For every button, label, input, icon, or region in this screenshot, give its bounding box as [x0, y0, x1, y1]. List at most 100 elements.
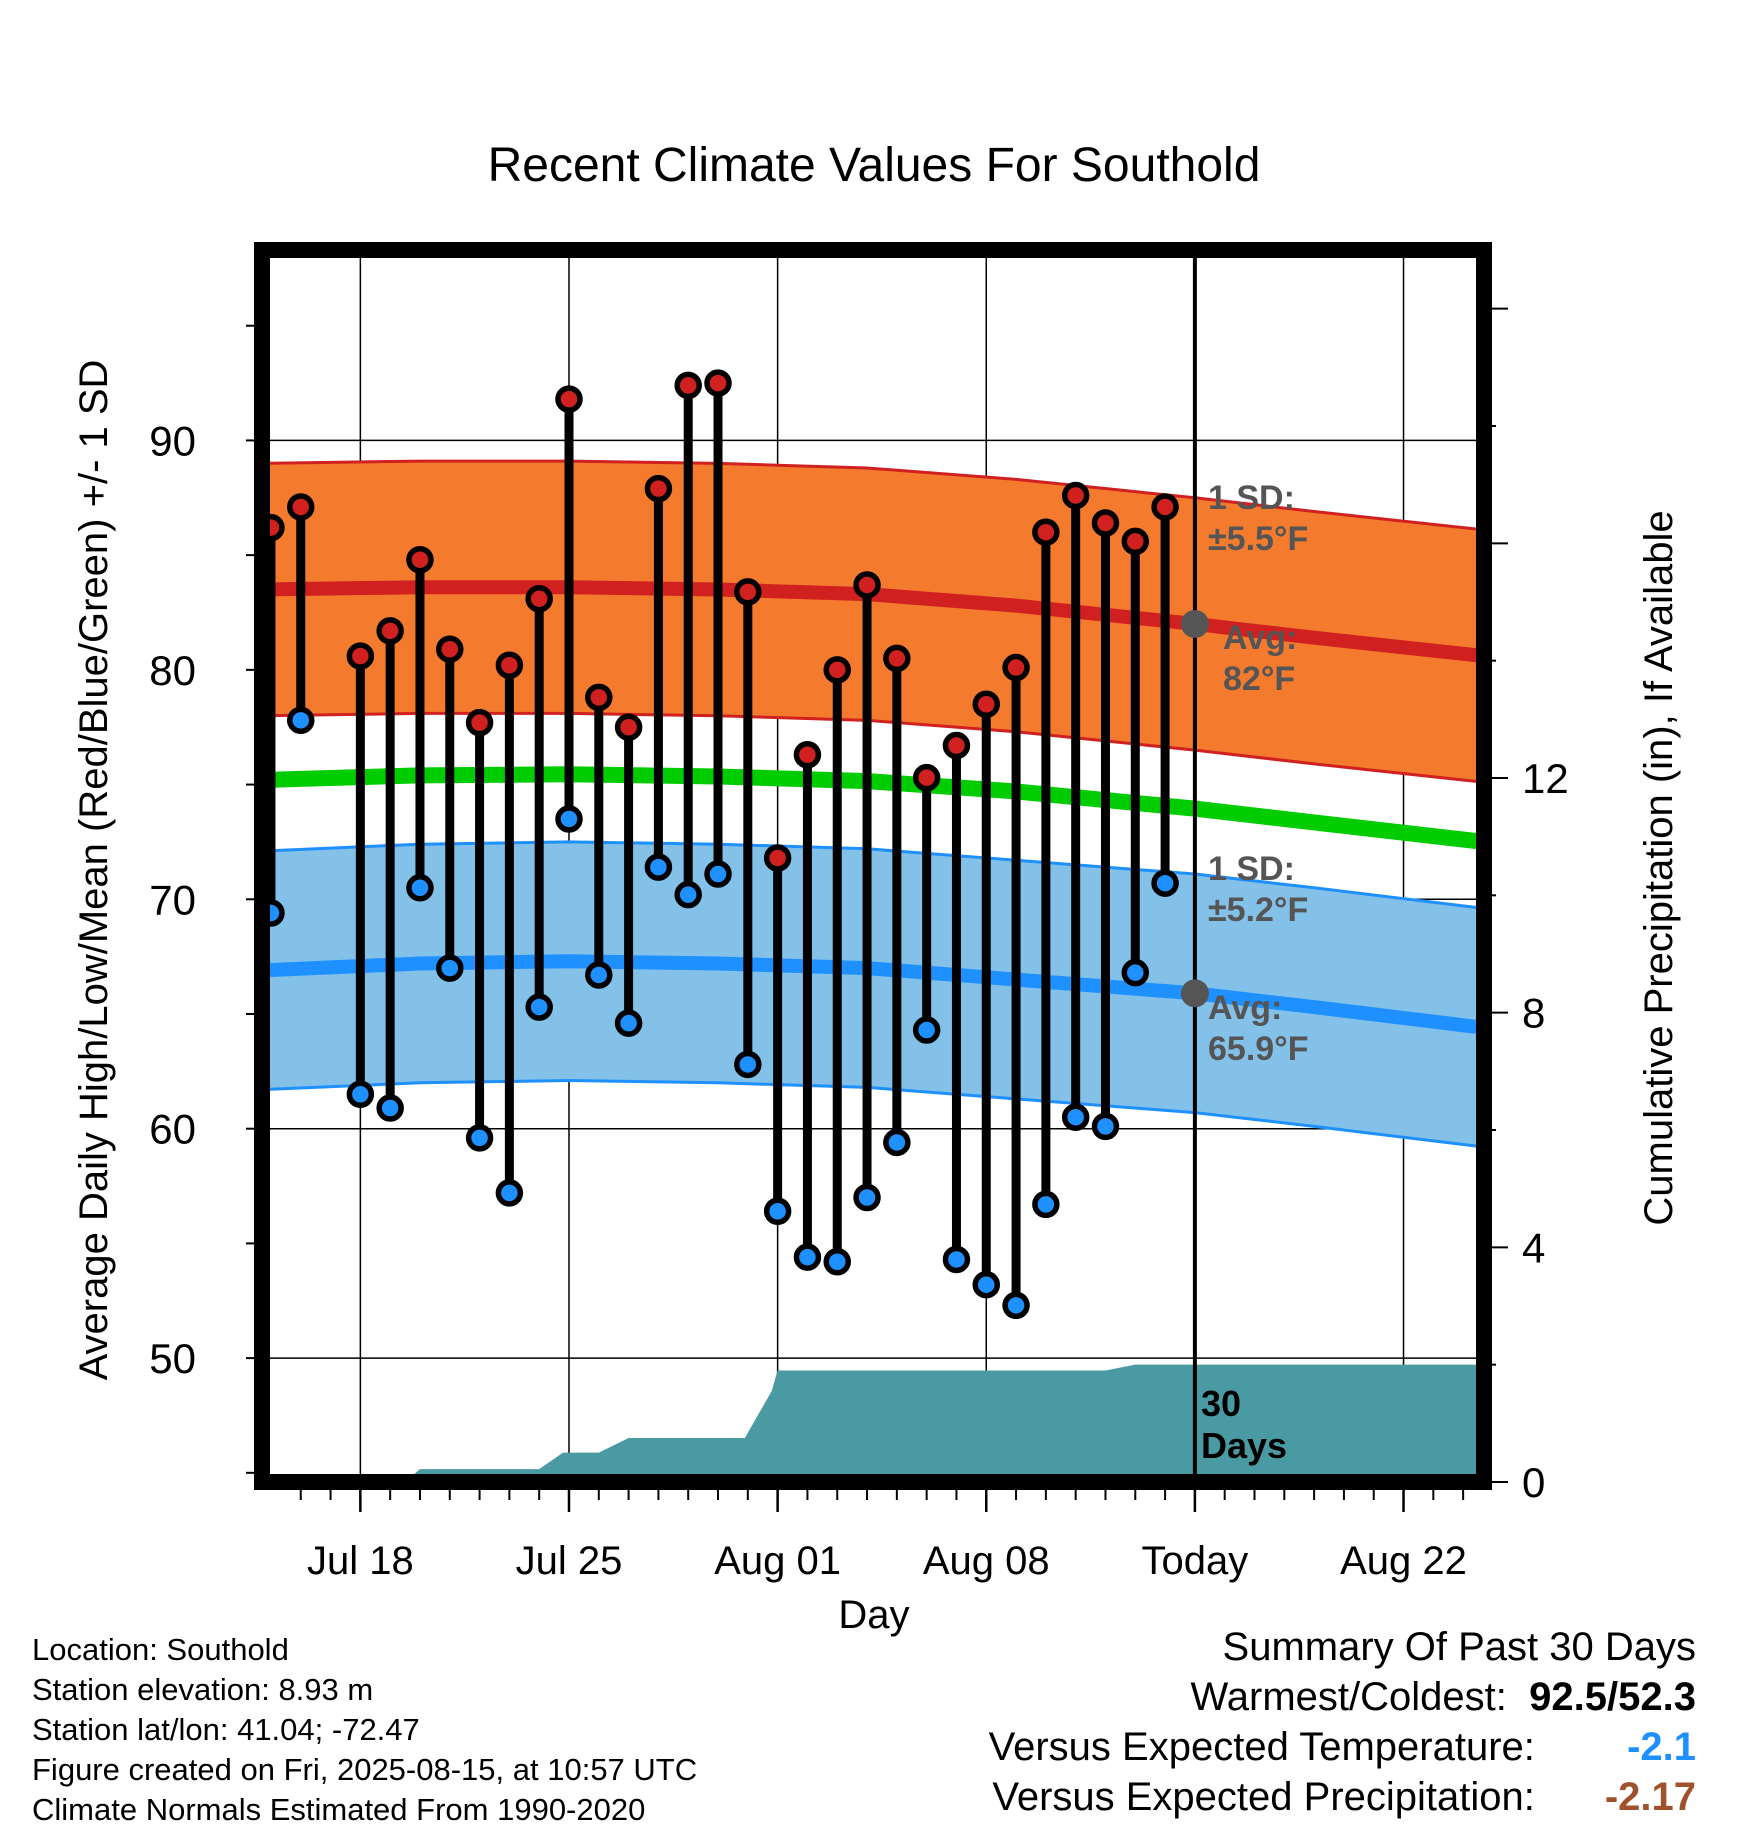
low-point	[1061, 1103, 1090, 1131]
y-left-tick-label: 50	[149, 1335, 196, 1382]
station-info: Location: Southold Station elevation: 8.…	[32, 1630, 697, 1830]
low-point	[823, 1248, 851, 1276]
warm-cold-row: Warmest/Coldest: 92.5/52.3	[989, 1672, 1697, 1722]
high-point	[1121, 527, 1150, 556]
low-point	[1002, 1291, 1030, 1320]
plot-area	[262, 250, 1484, 1482]
high-point	[286, 493, 315, 521]
high-point	[823, 656, 851, 684]
high-point	[555, 385, 583, 413]
high-point	[853, 571, 881, 599]
low-sd-label: 1 SD:	[1208, 850, 1295, 888]
high-point	[376, 617, 404, 645]
low-point	[793, 1243, 822, 1271]
y-left-tick-label: 90	[149, 417, 196, 464]
low-point	[495, 1179, 524, 1207]
low-point	[674, 880, 702, 909]
low-point	[585, 961, 613, 989]
created-text: Figure created on Fri, 2025-08-15, at 10…	[32, 1752, 698, 1787]
low-point	[346, 1080, 375, 1109]
high-point	[763, 844, 792, 872]
high-point	[883, 644, 911, 673]
y-left-tick-label: 80	[149, 647, 196, 694]
high-point	[525, 584, 553, 613]
low-avg-value: 65.9°F	[1208, 1030, 1309, 1068]
low-point	[406, 874, 434, 902]
normals-text: Climate Normals Estimated From 1990-2020	[32, 1792, 646, 1827]
low-point	[555, 805, 583, 833]
high-point	[436, 635, 464, 663]
high-sd-value: ±5.5°F	[1208, 520, 1308, 558]
high-point	[912, 763, 941, 792]
high-point	[644, 474, 673, 503]
high-point	[1032, 518, 1060, 546]
low-sd-value: ±5.2°F	[1208, 891, 1308, 929]
summary-panel: Summary Of Past 30 Days Warmest/Coldest:…	[989, 1622, 1696, 1822]
precip-days-label: Days	[1201, 1425, 1287, 1466]
x-tick-label: Jul 18	[307, 1539, 414, 1583]
low-point	[734, 1050, 762, 1079]
low-point	[465, 1124, 494, 1152]
axes: 50 60 70 80 90 0 4 8 12 Jul 18 Jul 25 Aug 01 Aug 08 T…	[149, 307, 1569, 1583]
high-point	[1091, 509, 1120, 537]
y-right-tick-label: 0	[1522, 1459, 1545, 1506]
high-point	[734, 578, 762, 606]
high-avg-label: Avg:	[1223, 619, 1297, 657]
temp-label: Versus Expected Temperature:	[988, 1725, 1535, 1769]
precip-row: Versus Expected Precipitation: -2.17	[989, 1772, 1696, 1822]
low-point	[376, 1094, 404, 1122]
low-point	[286, 706, 315, 735]
high-point	[704, 369, 732, 397]
precip-area	[270, 1364, 1484, 1482]
today-low-normal-marker	[1180, 979, 1209, 1008]
temp-value: -2.1	[1627, 1725, 1696, 1769]
precip-30-label: 30	[1201, 1383, 1241, 1424]
high-point	[346, 642, 375, 670]
x-tick-label: Jul 25	[516, 1539, 623, 1583]
low-point	[644, 853, 673, 881]
x-tick-label: Aug 08	[923, 1539, 1050, 1583]
high-point	[1002, 653, 1030, 682]
x-axis-label: Day	[838, 1593, 909, 1637]
high-point	[674, 371, 702, 400]
location-text: Location: Southold	[32, 1632, 289, 1667]
temp-row: Versus Expected Temperature: -2.1	[989, 1722, 1696, 1772]
x-tick-label: Aug 22	[1340, 1539, 1467, 1583]
high-point	[406, 545, 434, 574]
today-high-normal-marker	[1180, 609, 1209, 638]
high-point	[793, 740, 822, 769]
x-tick-label: Aug 01	[714, 1539, 841, 1583]
y-right-tick-label: 12	[1522, 755, 1569, 802]
high-point	[1151, 493, 1179, 521]
warm-cold-value: 92.5/52.3	[1529, 1675, 1696, 1719]
high-band-upper-edge	[262, 459, 1484, 532]
high-avg-value: 82°F	[1223, 660, 1295, 698]
latlon-text: Station lat/lon: 41.04; -72.47	[32, 1712, 420, 1747]
high-point	[495, 651, 524, 680]
warm-cold-label: Warmest/Coldest:	[1190, 1675, 1507, 1719]
low-point	[912, 1016, 941, 1044]
plot-frame	[254, 242, 1492, 1490]
low-point	[942, 1245, 971, 1274]
summary-title: Summary Of Past 30 Days	[1222, 1625, 1696, 1669]
x-tick-label: Today	[1142, 1539, 1249, 1583]
low-point	[525, 993, 553, 1021]
low-point	[883, 1128, 911, 1157]
high-point	[1061, 481, 1090, 510]
y-right-tick-label: 4	[1522, 1224, 1545, 1271]
y-axis-left-label: Average Daily High/Low/Mean (Red/Blue/Gr…	[72, 360, 116, 1381]
y-left-tick-label: 70	[149, 876, 196, 923]
low-avg-label: Avg:	[1208, 989, 1282, 1027]
low-point	[1151, 869, 1179, 897]
high-sd-label: 1 SD:	[1208, 479, 1295, 517]
low-point	[614, 1009, 643, 1037]
low-point	[1091, 1112, 1120, 1141]
low-sd-band	[262, 841, 1484, 1148]
high-point	[614, 713, 643, 741]
low-point	[1121, 958, 1150, 987]
high-point	[972, 690, 1001, 719]
high-point	[465, 708, 494, 737]
y-right-tick-label: 8	[1522, 990, 1545, 1037]
